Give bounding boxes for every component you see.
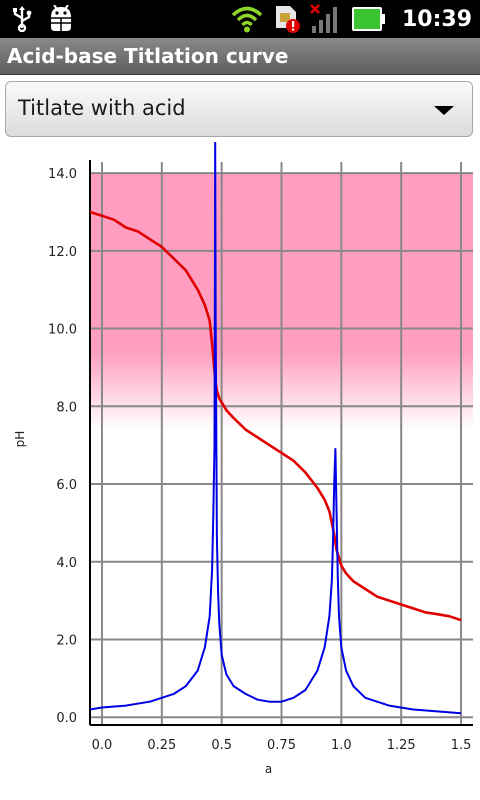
- signal-no-service-icon: [310, 4, 337, 33]
- battery-icon: [351, 7, 385, 31]
- y-tick-label: 12.0: [48, 245, 77, 260]
- y-tick-label: 6.0: [56, 478, 77, 493]
- sim-alert-icon: [275, 6, 300, 33]
- y-tick-label: 8.0: [56, 400, 77, 415]
- titration-mode-dropdown[interactable]: Titlate with acid: [5, 81, 473, 137]
- y-tick-label: 0.0: [56, 711, 77, 726]
- clock: 10:39: [401, 6, 472, 32]
- title-bar: Acid-base Titlation curve: [0, 38, 480, 75]
- app-title: Acid-base Titlation curve: [7, 44, 289, 68]
- y-tick-label: 10.0: [48, 323, 77, 338]
- y-tick-label: 14.0: [48, 167, 77, 182]
- chevron-down-icon: [434, 106, 454, 115]
- wifi-icon: [231, 6, 263, 33]
- x-tick-label: 1.25: [387, 738, 416, 753]
- x-tick-label: 1.5: [451, 738, 472, 753]
- x-tick-label: 0.25: [147, 738, 176, 753]
- x-axis-label: a: [265, 762, 272, 776]
- x-tick-label: 0.5: [211, 738, 232, 753]
- derivative-curve-series: [90, 142, 462, 715]
- status-bar: 10:39: [0, 0, 480, 38]
- titration-chart: 0.0 2.0 4.0 6.0 8.0 10.0 12.0 14.0 0.0 0.25 0.5 0.7…: [13, 142, 473, 776]
- android-debug-icon: [51, 5, 71, 31]
- y-axis-label: pH: [13, 431, 27, 448]
- ph-curve-series: [90, 210, 462, 622]
- y-tick-label: 2.0: [56, 633, 77, 648]
- x-tick-label: 1.0: [331, 738, 352, 753]
- x-tick-label: 0.0: [92, 738, 113, 753]
- y-tick-label: 4.0: [56, 556, 77, 571]
- dropdown-selected-value: Titlate with acid: [18, 96, 186, 120]
- x-tick-label: 0.75: [267, 738, 296, 753]
- usb-icon: [13, 6, 32, 32]
